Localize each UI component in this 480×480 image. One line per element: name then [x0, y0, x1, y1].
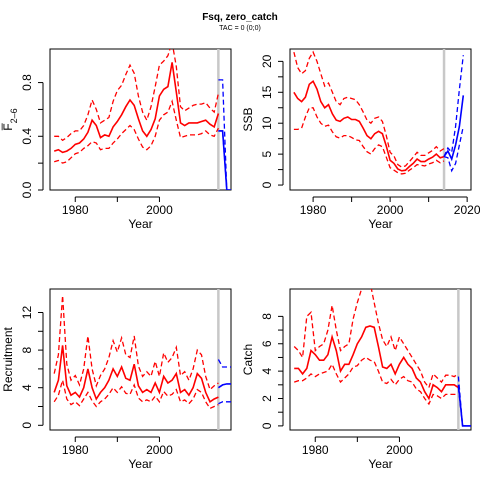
ssb-y-tick-label: 5 — [260, 150, 274, 157]
catch-hist-lower-line — [293, 356, 459, 406]
fbar-proj-median-line — [218, 130, 231, 190]
ssb-y-tick-label: 20 — [260, 54, 274, 68]
catch-x-tick-label: 1980 — [302, 443, 329, 457]
recruitment-y-tick-label: 8 — [20, 346, 34, 353]
ssb-y-tick-label: 10 — [260, 116, 274, 130]
fbar-proj-upper-line — [218, 79, 231, 190]
fbar-x-tick-label: 1980 — [62, 203, 89, 217]
fbar-hist-upper-line — [54, 49, 220, 142]
catch-hist-upper-line — [293, 289, 459, 389]
ssb-x-tick-label: 2000 — [377, 203, 404, 217]
ssb-plot-frame — [289, 48, 472, 191]
ssb-proj-median-line — [443, 95, 465, 162]
catch-x-tick-label: 2000 — [386, 443, 413, 457]
recruitment-y-tick-label: 0 — [20, 422, 34, 429]
ssb-proj-upper-line — [443, 55, 464, 157]
ssb-y-tick-label: 0 — [260, 181, 274, 188]
ssb-hist-median-line — [293, 79, 445, 172]
recruitment-plot-area — [53, 289, 231, 430]
recruitment-y-axis-label: Recruitment — [1, 326, 15, 391]
catch-plot-area — [293, 289, 471, 430]
catch-y-tick-label: 8 — [260, 313, 274, 320]
catch-proj-median-line — [457, 384, 471, 427]
figure-title: Fsq, zero_catch — [202, 12, 278, 23]
fbar-y-tick-label: 0.0 — [20, 181, 34, 198]
figure-subtitle: TAC = 0 (0;0) — [219, 25, 261, 32]
fbar-x-axis-label: Year — [128, 217, 152, 231]
recruitment-proj-median-line — [217, 383, 231, 389]
catch-y-axis-label: Catch — [241, 344, 255, 375]
ssb-x-tick-label: 2020 — [454, 203, 480, 217]
fbar-x-tick-label: 2000 — [146, 203, 173, 217]
fbar-hist-median-line — [53, 62, 220, 154]
ssb-hist-upper-line — [293, 50, 445, 168]
recruitment-x-axis-label: Year — [128, 457, 152, 471]
fbar-y-axis-label-subscript: 2–6 — [9, 108, 19, 123]
ssb-x-axis-label: Year — [368, 217, 392, 231]
catch-x-axis-label: Year — [368, 457, 392, 471]
recruitment-hist-lower-line — [53, 380, 219, 410]
ssb-y-tick-label: 15 — [260, 85, 274, 99]
catch-y-tick-label: 6 — [260, 340, 274, 347]
ssb-panel: 1980 2000 2020 Year 0 5 10 15 20 SSB — [241, 48, 480, 231]
catch-y-tick-label: 0 — [260, 422, 274, 429]
recruitment-hist-upper-line — [53, 295, 219, 391]
recruitment-y-tick-label: 12 — [20, 306, 34, 320]
recruitment-x-tick-label: 2000 — [146, 443, 173, 457]
ssb-proj-lower-line — [443, 126, 464, 173]
fbar-hist-lower-line — [54, 99, 219, 164]
recruitment-x-tick-label: 1980 — [62, 443, 89, 457]
recruitment-plot-frame — [49, 288, 232, 431]
fbar-plot-frame — [49, 48, 232, 191]
recruitment-hist-median-line — [53, 345, 219, 403]
recruitment-proj-lower-line — [218, 401, 231, 405]
recruitment-proj-upper-line — [217, 359, 231, 368]
catch-y-tick-label: 2 — [260, 395, 274, 402]
fbar-y-tick-label: 0.4 — [20, 128, 34, 145]
catch-y-tick-label: 4 — [260, 367, 274, 374]
fbar-y-tick-label: 0.8 — [20, 74, 34, 91]
ssb-hist-lower-line — [293, 107, 445, 175]
catch-hist-median-line — [294, 325, 459, 401]
ssb-plot-area — [293, 49, 465, 190]
fbar-y-axis-label: F̅2–6 — [1, 108, 19, 130]
catch-plot-frame — [289, 288, 472, 431]
ssb-y-axis-label: SSB — [241, 107, 255, 131]
recruitment-y-tick-label: 4 — [20, 384, 34, 391]
ssb-x-tick-label: 1980 — [300, 203, 327, 217]
fbar-plot-area — [53, 49, 231, 190]
